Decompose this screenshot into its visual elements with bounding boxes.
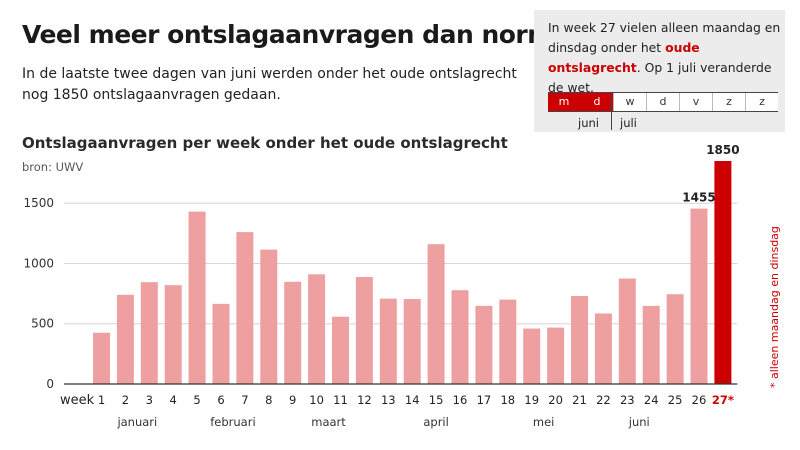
x-tick-label: 16 [453, 393, 468, 407]
bar-week-5 [188, 211, 206, 384]
weekday-3: d [646, 93, 679, 111]
month-label: januari [116, 415, 157, 429]
y-tick-label: 1500 [23, 196, 54, 210]
bar-week-10 [308, 274, 326, 384]
bar-week-26 [690, 208, 708, 384]
x-tick-label: 9 [289, 393, 296, 407]
x-tick-label: 6 [217, 393, 224, 407]
month-label: juni [628, 415, 650, 429]
x-tick-label: 23 [620, 393, 635, 407]
bar-week-15 [427, 244, 445, 384]
weekday-0: m [548, 93, 580, 111]
x-tick-label: 19 [524, 393, 539, 407]
x-tick-label: 4 [170, 393, 177, 407]
x-tick-label: 12 [357, 393, 372, 407]
x-tick-label: 7 [241, 393, 248, 407]
bar-week-7 [236, 232, 254, 384]
info-text: In week 27 vielen alleen maandag en dins… [548, 18, 784, 98]
bar-week-13 [379, 298, 397, 384]
y-tick-label: 0 [46, 377, 54, 391]
page-subtitle: In de laatste twee dagen van juni werden… [22, 66, 517, 103]
x-tick-label: 25 [668, 393, 683, 407]
x-tick-label: 8 [265, 393, 272, 407]
bar-week-25 [666, 294, 684, 384]
month-label: mei [533, 415, 554, 429]
weekday-2: w [613, 93, 646, 111]
bar-week-19 [523, 328, 541, 384]
x-axis-title: week [60, 393, 95, 408]
weekday-6: z [745, 93, 778, 111]
bar-week-16 [451, 290, 469, 384]
month-label: februari [210, 415, 255, 429]
x-tick-label: 13 [381, 393, 396, 407]
month-label: april [423, 415, 448, 429]
info-text-highlight: oude ontslagrecht [548, 40, 700, 75]
month-divider [611, 94, 612, 130]
bar-value-label: 1455 [682, 191, 715, 205]
x-tick-label: 15 [429, 393, 444, 407]
bar-week-8 [260, 249, 278, 384]
bar-week-6 [212, 303, 230, 384]
month-label-juni: juni [578, 116, 599, 130]
bar-value-label: 1850 [706, 143, 739, 157]
x-tick-label: 20 [548, 393, 563, 407]
bar-week-1 [93, 332, 110, 384]
y-tick-label: 1000 [23, 256, 54, 270]
y-tick-label: 500 [31, 317, 54, 331]
x-tick-label: 18 [500, 393, 515, 407]
bar-week-4 [164, 285, 182, 384]
x-tick-label: 11 [333, 393, 348, 407]
bar-week-14 [403, 299, 421, 384]
bar-week-3 [140, 282, 158, 384]
weekday-1: d [580, 93, 613, 111]
x-tick-label: 3 [146, 393, 153, 407]
footnote: * alleen maandag en dinsdag [768, 226, 781, 388]
x-tick-label: 21 [572, 393, 587, 407]
month-label: maart [311, 415, 346, 429]
bar-week-12 [355, 276, 373, 384]
bar-week-21 [571, 296, 588, 384]
chart-title: Ontslagaanvragen per week onder het oude… [22, 134, 508, 152]
bar-week-18 [499, 299, 517, 384]
x-tick-label: 22 [596, 393, 611, 407]
month-label-juli: juli [620, 116, 637, 130]
bar-week-9 [284, 281, 302, 384]
info-text-after: . Op 1 juli veranderde de wet. [548, 60, 772, 95]
x-tick-label: 24 [644, 393, 659, 407]
x-tick-label: 17 [477, 393, 492, 407]
x-tick-label: 1 [98, 393, 105, 407]
bar-week-20 [547, 327, 565, 384]
info-box: In week 27 vielen alleen maandag en dins… [534, 10, 785, 132]
bar-week-22 [594, 313, 612, 384]
x-tick-label: 10 [309, 393, 324, 407]
weekday-5: z [712, 93, 745, 111]
bar-week-24 [642, 305, 660, 384]
x-tick-label: 2 [122, 393, 129, 407]
x-tick-label: 27* [712, 393, 734, 407]
weekday-4: v [679, 93, 712, 111]
x-tick-label: 14 [405, 393, 420, 407]
bar-week-27* [714, 161, 732, 384]
info-text-before: In week 27 vielen alleen maandag en dins… [548, 20, 781, 55]
bar-week-17 [475, 305, 493, 384]
x-tick-label: 26 [692, 393, 707, 407]
chart-source: bron: UWV [22, 160, 84, 174]
bar-week-2 [116, 294, 134, 384]
x-tick-label: 5 [193, 393, 200, 407]
page-title: Veel meer ontslagaanvragen dan normaal [22, 20, 594, 49]
bar-week-11 [332, 316, 349, 384]
bar-week-23 [618, 278, 636, 384]
